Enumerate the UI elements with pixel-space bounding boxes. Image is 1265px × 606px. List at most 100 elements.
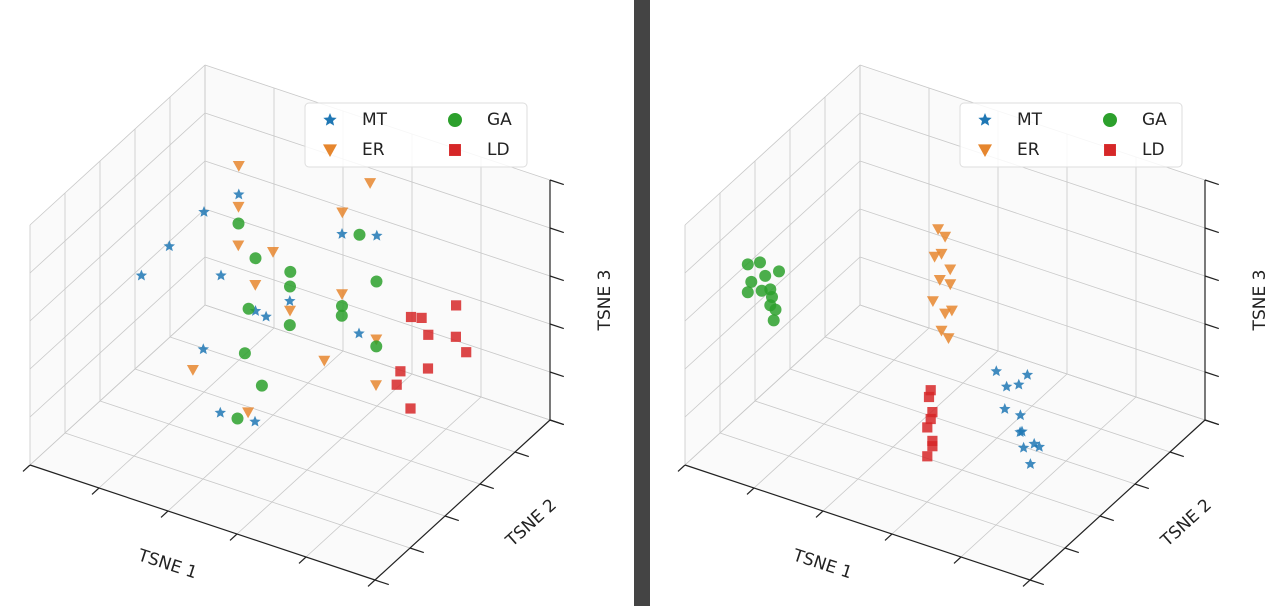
grid-line	[305, 396, 482, 558]
grid-line	[859, 160, 1206, 277]
legend-marker	[1104, 144, 1116, 156]
grid-line	[167, 350, 344, 512]
grid-line	[719, 432, 1066, 549]
grid-line	[204, 304, 551, 421]
y-tick	[444, 515, 459, 522]
data-point	[249, 305, 262, 316]
data-point	[925, 413, 936, 425]
x-tick	[160, 510, 169, 518]
data-point	[233, 188, 245, 200]
legend-marker	[448, 113, 462, 127]
data-point	[284, 265, 297, 278]
y-tick	[514, 451, 529, 458]
grid-line	[204, 208, 551, 325]
grid-line	[134, 368, 481, 485]
data-point	[999, 403, 1011, 414]
legend-marker	[323, 144, 337, 157]
data-point	[232, 240, 245, 252]
data-point	[405, 311, 417, 323]
x-tick	[229, 533, 238, 541]
data-point	[163, 240, 176, 252]
data-point	[370, 340, 383, 353]
data-point	[928, 251, 941, 263]
grid-line	[859, 304, 1206, 421]
data-point	[395, 366, 406, 377]
data-point	[370, 380, 382, 391]
legend: MT ER GA LD	[304, 102, 528, 168]
legend-marker	[323, 113, 337, 126]
legend-label: GA	[1142, 110, 1167, 130]
z-axis-label: TSNE 3	[595, 270, 615, 332]
grid-line	[204, 160, 551, 277]
y-tick	[409, 547, 424, 554]
data-point	[336, 300, 348, 312]
pane	[30, 65, 205, 465]
legend: MT ER GA LD	[959, 102, 1183, 168]
y-tick	[1169, 451, 1184, 458]
data-point	[741, 258, 754, 271]
legend-label: LD	[1142, 140, 1165, 160]
data-point	[461, 347, 472, 358]
data-point	[391, 379, 402, 390]
divider	[634, 0, 650, 606]
data-point	[197, 343, 210, 355]
data-point	[353, 327, 365, 339]
data-point	[1000, 380, 1013, 392]
y-tick	[1064, 547, 1079, 554]
data-point	[1014, 426, 1026, 438]
x-tick	[746, 487, 755, 495]
data-point	[1028, 437, 1040, 449]
z-tick	[549, 419, 564, 426]
data-point	[198, 206, 210, 217]
legend-label: ER	[1017, 140, 1040, 160]
data-point	[1024, 458, 1037, 469]
data-point	[990, 365, 1003, 377]
data-point	[231, 412, 244, 425]
grid-line	[684, 256, 861, 418]
data-point	[249, 415, 261, 427]
grid-line	[684, 160, 861, 322]
y-tick	[1134, 483, 1149, 490]
grid-line	[891, 373, 1068, 535]
data-point	[215, 269, 227, 281]
data-point	[416, 312, 427, 323]
data-point	[242, 302, 255, 315]
chart-panel: TSNE 1 TSNE 2 TSNE 3 MT ER GA LD	[22, 64, 615, 587]
data-point	[754, 256, 766, 269]
pane	[685, 305, 1205, 580]
legend-label: GA	[487, 110, 512, 130]
z-tick	[1204, 419, 1219, 426]
x-tick	[677, 464, 686, 472]
grid-line	[859, 208, 1206, 325]
grid-line	[64, 432, 411, 549]
data-point	[1013, 378, 1025, 390]
legend-marker	[1103, 113, 1117, 127]
legend-marker	[978, 144, 992, 157]
data-point	[773, 265, 785, 278]
data-point	[922, 422, 933, 433]
x-tick	[367, 579, 376, 587]
data-point	[944, 279, 957, 291]
x-tick	[22, 464, 31, 472]
data-point	[135, 269, 148, 281]
grid-line	[859, 112, 1206, 229]
legend-box	[304, 102, 528, 168]
data-point	[944, 264, 957, 276]
x-axis-label: TSNE 1	[135, 545, 200, 583]
y-axis	[374, 419, 551, 581]
legend-label: MT	[362, 110, 388, 130]
grid-line	[753, 327, 930, 489]
data-point	[423, 329, 434, 340]
grid-line	[236, 373, 413, 535]
data-point	[1017, 441, 1030, 453]
data-point	[370, 275, 383, 288]
x-tick	[91, 487, 100, 495]
grid-line	[684, 64, 861, 226]
data-point	[336, 289, 348, 300]
data-point	[284, 295, 296, 306]
grid-line	[204, 112, 551, 229]
data-point	[759, 269, 772, 282]
data-point	[945, 305, 958, 317]
y-tick	[374, 579, 389, 586]
legend-marker	[449, 144, 461, 156]
